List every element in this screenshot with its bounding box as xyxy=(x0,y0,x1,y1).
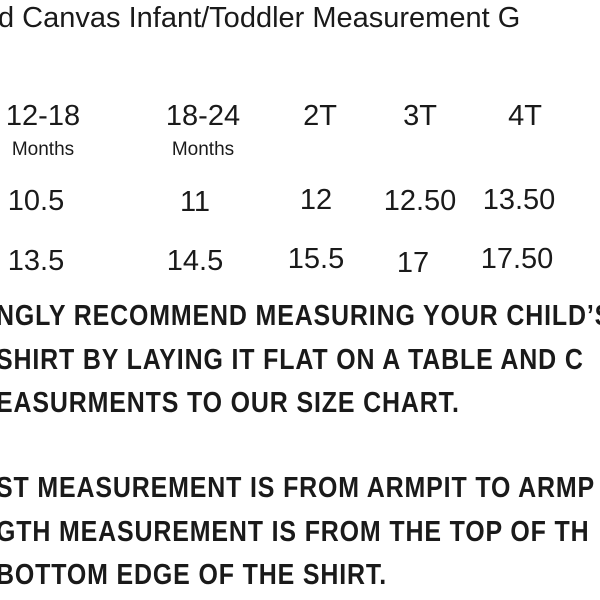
length-value: 14.5 xyxy=(166,245,224,277)
chest-value: 12 xyxy=(299,184,333,216)
size-header-18-24: 18-24 xyxy=(165,100,241,132)
measuring-note-line: EASURMENTS TO OUR SIZE CHART. xyxy=(0,387,460,419)
size-header-3t: 3T xyxy=(403,100,437,132)
length-value: 13.5 xyxy=(7,245,65,277)
size-subheader-12-18: Months xyxy=(11,139,75,160)
size-subheader-18-24: Months xyxy=(171,139,235,160)
chest-value: 12.50 xyxy=(383,185,457,217)
size-header-4t: 4T xyxy=(508,100,542,132)
measuring-note-line: BOTTOM EDGE OF THE SHIRT. xyxy=(0,559,388,591)
size-header-12-18: 12-18 xyxy=(5,100,81,132)
measuring-note-line: NGLY RECOMMEND MEASURING YOUR CHILD’S xyxy=(0,300,600,332)
chest-value: 10.5 xyxy=(7,185,65,217)
length-value: 15.5 xyxy=(287,243,345,275)
chest-value: 11 xyxy=(179,186,211,218)
measuring-note-line: GTH MEASUREMENT IS FROM THE TOP OF TH xyxy=(0,516,590,548)
measuring-note-line: SHIRT BY LAYING IT FLAT ON A TABLE AND C xyxy=(0,344,584,376)
length-value: 17.50 xyxy=(480,243,554,275)
measuring-note-line: ST MEASUREMENT IS FROM ARMPIT TO ARMP xyxy=(0,472,595,504)
size-header-2t: 2T xyxy=(303,100,337,132)
chest-value: 13.50 xyxy=(482,184,556,216)
chart-title: d Canvas Infant/Toddler Measurement G xyxy=(0,2,521,34)
length-value: 17 xyxy=(396,247,430,279)
